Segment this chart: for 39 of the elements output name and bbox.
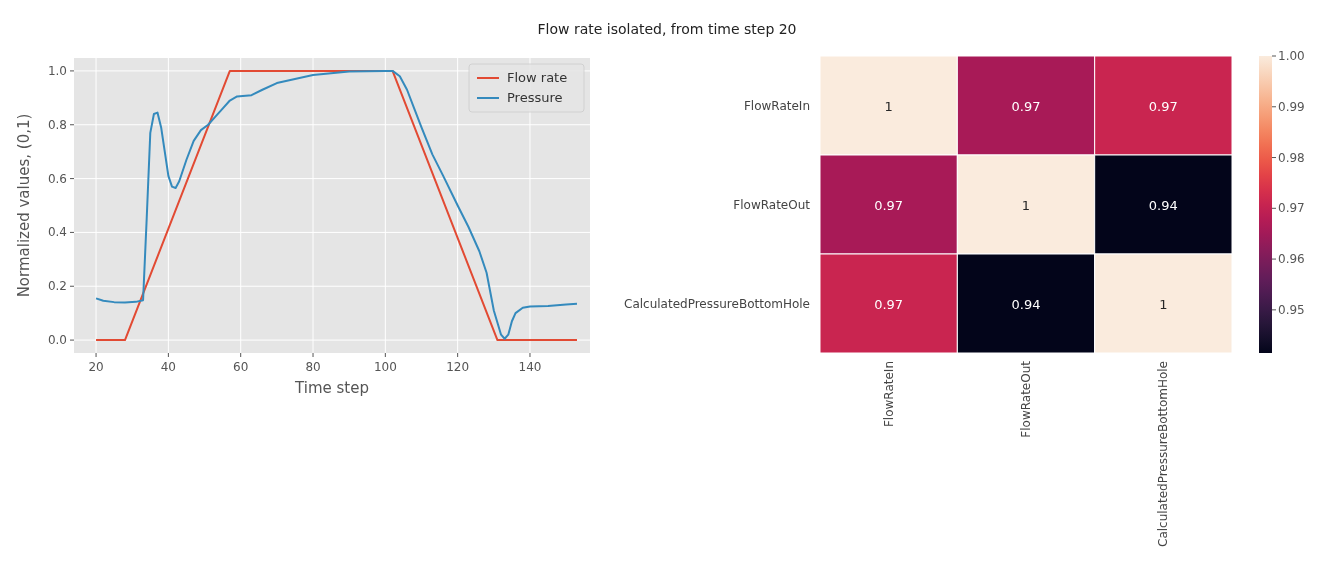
data-label: 0.97 xyxy=(1148,98,1178,114)
data-label: 0.94 xyxy=(1011,296,1041,312)
y-tick-label: 0.8 xyxy=(47,117,67,132)
y-tick-label: 1.0 xyxy=(47,63,67,78)
data-label: 1 xyxy=(884,98,893,114)
y-tick-label: 0.2 xyxy=(47,279,67,294)
y-axis-title: Normalized values, (0,1) xyxy=(15,113,33,298)
y-tick-label: 0.0 xyxy=(47,333,67,348)
x-tick-label: FlowRateIn xyxy=(881,361,896,428)
color-bar-label: 0.96 xyxy=(1278,252,1305,267)
data-label: 0.94 xyxy=(1148,197,1178,213)
y-tick-label: CalculatedPressureBottomHole xyxy=(624,296,810,311)
data-label: 1 xyxy=(1159,296,1168,312)
data-label: 0.97 xyxy=(874,197,904,213)
x-tick-label: 20 xyxy=(88,360,104,374)
color-bar-label: 0.95 xyxy=(1278,302,1305,317)
x-tick-label: 140 xyxy=(518,360,542,374)
color-bar-label: 0.98 xyxy=(1278,150,1305,165)
data-label: 1 xyxy=(1021,197,1031,213)
x-tick-label: 80 xyxy=(305,360,321,374)
text: Flow rate isolated, from time step 20 xyxy=(537,21,797,37)
x-tick-label: FlowRateOut xyxy=(1019,360,1033,438)
y-tick-label: FlowRateOut xyxy=(733,197,811,212)
x-tick-label: 100 xyxy=(373,360,397,374)
x-axis-title: Time step xyxy=(294,379,369,397)
legend-label: Pressure xyxy=(507,90,563,105)
color-bar-label: 0.97 xyxy=(1278,201,1305,216)
legend-label: Flow rate xyxy=(507,70,568,85)
x-tick-label: 120 xyxy=(446,360,470,374)
y-tick-label: FlowRateIn xyxy=(743,98,810,113)
color-bar-label: 0.99 xyxy=(1278,99,1305,114)
y-tick-label: 0.6 xyxy=(47,171,67,186)
data-label: 0.97 xyxy=(1011,98,1041,114)
x-tick-label: CalculatedPressureBottomHole xyxy=(1156,361,1171,547)
data-label: 0.97 xyxy=(874,296,904,312)
y-tick-label: 0.4 xyxy=(47,225,67,240)
x-tick-label: 40 xyxy=(160,360,177,374)
x-tick-label: 60 xyxy=(233,360,249,374)
color-bar-label: 1.00 xyxy=(1278,49,1305,63)
